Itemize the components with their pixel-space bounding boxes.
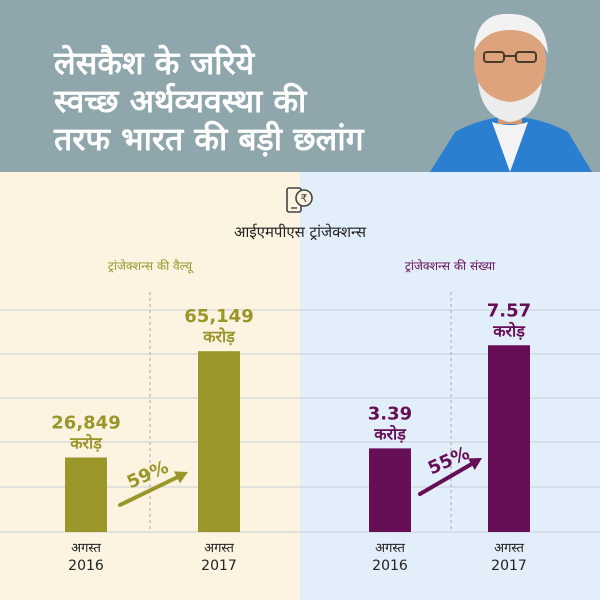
header-banner: लेसकैश के जरिये स्वच्छ अर्थव्यवस्था की त… bbox=[0, 0, 600, 172]
value-tick-month-0: अगस्त bbox=[71, 541, 101, 556]
count-bar-1 bbox=[488, 345, 530, 532]
headline: लेसकैश के जरिये स्वच्छ अर्थव्यवस्था की त… bbox=[54, 44, 364, 158]
headline-line-1: लेसकैश के जरिये bbox=[54, 44, 255, 82]
count-data-unit-1: करोड़ bbox=[492, 321, 526, 340]
value-chart-title: ट्रांजेक्शन्स की वैल्यू bbox=[108, 259, 194, 274]
count-growth-label: 55% bbox=[425, 443, 473, 480]
value-growth-arrowhead bbox=[174, 471, 188, 484]
headline-line-2: स्वच्छ अर्थव्यवस्था की bbox=[54, 82, 307, 120]
count-data-label-0: 3.39 bbox=[368, 403, 412, 424]
count-data-unit-0: करोड़ bbox=[373, 424, 407, 443]
value-tick-month-1: अगस्त bbox=[204, 541, 234, 556]
count-chart-title: ट्रांजेक्शन्स की संख्या bbox=[405, 259, 496, 273]
value-data-unit-1: करोड़ bbox=[202, 327, 236, 346]
main-title: आईएमपीएस ट्रांजेक्शन्स bbox=[233, 223, 367, 241]
portrait-image bbox=[430, 13, 592, 172]
value-bar-1 bbox=[198, 351, 240, 532]
value-tick-year-1: 2017 bbox=[201, 558, 237, 574]
mobile-rupee-icon: ₹ bbox=[286, 187, 313, 213]
value-data-label-1: 65,149 bbox=[184, 306, 253, 327]
count-growth-arrow bbox=[418, 461, 476, 496]
svg-text:₹: ₹ bbox=[301, 192, 308, 205]
value-data-unit-0: करोड़ bbox=[69, 433, 103, 452]
value-growth-arrow bbox=[118, 474, 182, 507]
count-panel-background bbox=[300, 172, 600, 600]
count-bar-0 bbox=[369, 448, 411, 532]
headline-line-3: तरफ भारत की बड़ी छलांग bbox=[54, 120, 364, 158]
value-data-label-0: 26,849 bbox=[51, 412, 120, 433]
value-tick-year-0: 2016 bbox=[68, 558, 104, 574]
value-growth-label: 59% bbox=[124, 457, 172, 494]
count-data-label-1: 7.57 bbox=[487, 300, 531, 321]
count-tick-year-0: 2016 bbox=[372, 558, 408, 574]
count-tick-month-1: अगस्त bbox=[494, 541, 524, 556]
count-tick-month-0: अगस्त bbox=[375, 541, 405, 556]
count-growth-arrowhead bbox=[468, 458, 482, 470]
value-bar-0 bbox=[65, 457, 107, 532]
count-tick-year-1: 2017 bbox=[491, 558, 527, 574]
